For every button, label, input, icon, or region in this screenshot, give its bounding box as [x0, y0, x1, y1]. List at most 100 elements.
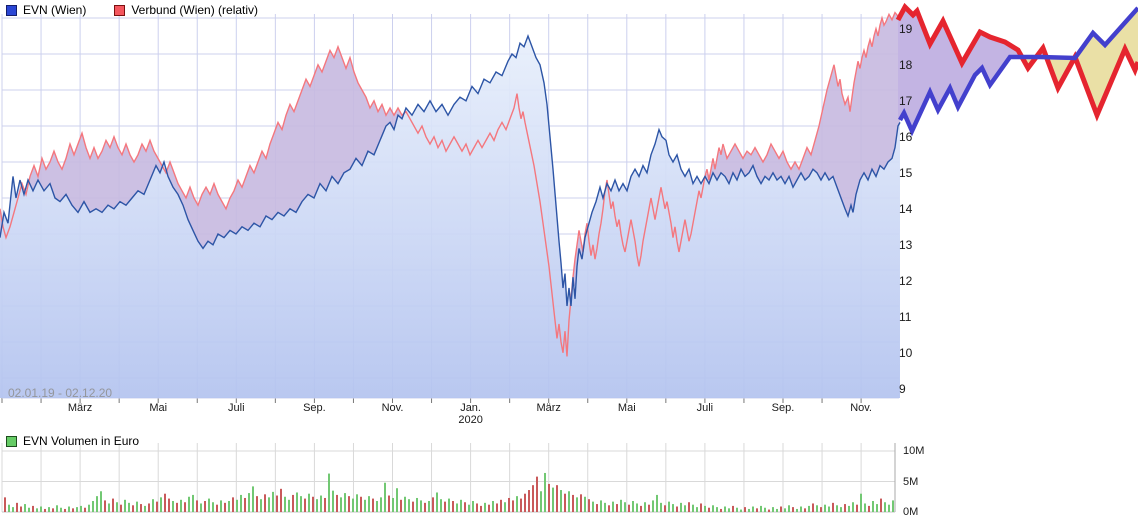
volume-bar [696, 507, 698, 512]
x-axis-label-Mai-16: Mai [617, 402, 636, 414]
volume-bar [448, 498, 450, 512]
volume-bar [572, 494, 574, 512]
volume-bar [44, 508, 46, 512]
y-axis-label-15: 15 [899, 166, 913, 180]
volume-bar [568, 491, 570, 512]
y-axis-label-16: 16 [899, 130, 913, 144]
volume-bar [616, 504, 618, 512]
legend-label-verbund: Verbund (Wien) (relativ) [131, 3, 259, 17]
volume-bar [212, 502, 214, 512]
y-axis-label-9: 9 [899, 382, 906, 396]
volume-bar [348, 496, 350, 512]
legend-item-verbund: Verbund (Wien) (relativ) [114, 3, 258, 17]
volume-bar [112, 498, 114, 512]
volume-bar [552, 487, 554, 512]
volume-bar [780, 506, 782, 512]
volume-bar [848, 505, 850, 512]
volume-bar [440, 499, 442, 512]
volume-bar [128, 502, 130, 512]
volume-bar [528, 490, 530, 512]
volume-bar [312, 496, 314, 512]
volume-bar [340, 497, 342, 512]
volume-bar [828, 506, 830, 512]
x-axis-label-Juli-18: Juli [696, 402, 714, 414]
preview-verbund-line [895, 2, 1138, 122]
volume-bar [364, 499, 366, 512]
volume-bar [184, 502, 186, 512]
legend-label-evn: EVN (Wien) [23, 3, 87, 17]
volume-bar [380, 497, 382, 512]
y-axis-label-13: 13 [899, 238, 913, 252]
volume-bar [584, 496, 586, 512]
volume-bar [152, 499, 154, 512]
volume-bar [676, 506, 678, 512]
volume-bar [288, 499, 290, 512]
volume-bar [292, 494, 294, 512]
x-axis-label-März-14: März [536, 402, 561, 414]
volume-bar [136, 501, 138, 512]
volume-bar [576, 497, 578, 512]
volume-bar [176, 502, 178, 512]
volume-bar [432, 497, 434, 512]
volume-bar [564, 493, 566, 512]
volume-bar [204, 501, 206, 512]
volume-bar [228, 501, 230, 512]
volume-axis-label-5M: 5M [903, 475, 919, 488]
volume-bar [304, 498, 306, 512]
main-legend: EVN (Wien) Verbund (Wien) (relativ) [6, 3, 258, 17]
volume-bar [644, 502, 646, 512]
volume-bar [484, 502, 486, 512]
volume-bar [852, 502, 854, 512]
volume-bar [116, 502, 118, 512]
x-axis-sublabel-2020: 2020 [458, 414, 483, 426]
evn-swatch-icon [6, 4, 17, 16]
volume-bar [24, 504, 26, 512]
volume-bar [180, 499, 182, 512]
volume-bar [816, 505, 818, 512]
volume-bar [192, 494, 194, 512]
volume-bar [12, 507, 14, 512]
volume-bar [436, 492, 438, 512]
volume-bar [28, 507, 30, 512]
volume-bar [220, 500, 222, 512]
volume-bar [268, 497, 270, 512]
volume-bar [464, 502, 466, 512]
volume-bar [132, 505, 134, 512]
volume-bar [488, 504, 490, 512]
volume-bar [196, 500, 198, 512]
legend-item-volume: EVN Volumen in Euro [6, 434, 139, 448]
volume-bar [628, 504, 630, 512]
volume-bar [8, 504, 10, 512]
volume-bar [536, 476, 538, 512]
volume-bar [832, 502, 834, 512]
volume-bar [452, 501, 454, 512]
volume-bar [512, 500, 514, 512]
volume-bar [480, 505, 482, 512]
volume-bar [692, 504, 694, 512]
volume-bar [856, 504, 858, 512]
volume-bar [140, 504, 142, 512]
volume-bar [608, 505, 610, 512]
volume-bar [40, 506, 42, 512]
volume-bar [884, 502, 886, 512]
volume-bar [672, 504, 674, 512]
volume-bar [520, 498, 522, 512]
volume-bar [560, 490, 562, 512]
volume-bar [300, 496, 302, 512]
volume-bar [296, 492, 298, 512]
legend-label-volume: EVN Volumen in Euro [23, 434, 140, 448]
volume-bar [64, 508, 66, 512]
volume-bar [596, 504, 598, 512]
volume-bar [76, 507, 78, 512]
y-axis-label-11: 11 [899, 310, 912, 324]
volume-bar [384, 482, 386, 512]
volume-bar [788, 505, 790, 512]
volume-bar [580, 494, 582, 512]
volume-bar [740, 509, 742, 512]
volume-bar [840, 507, 842, 512]
volume-bar [792, 507, 794, 512]
volume-bar [408, 499, 410, 512]
volume-bar [244, 497, 246, 512]
x-axis-label-Sep-8: Sep. [303, 402, 326, 414]
